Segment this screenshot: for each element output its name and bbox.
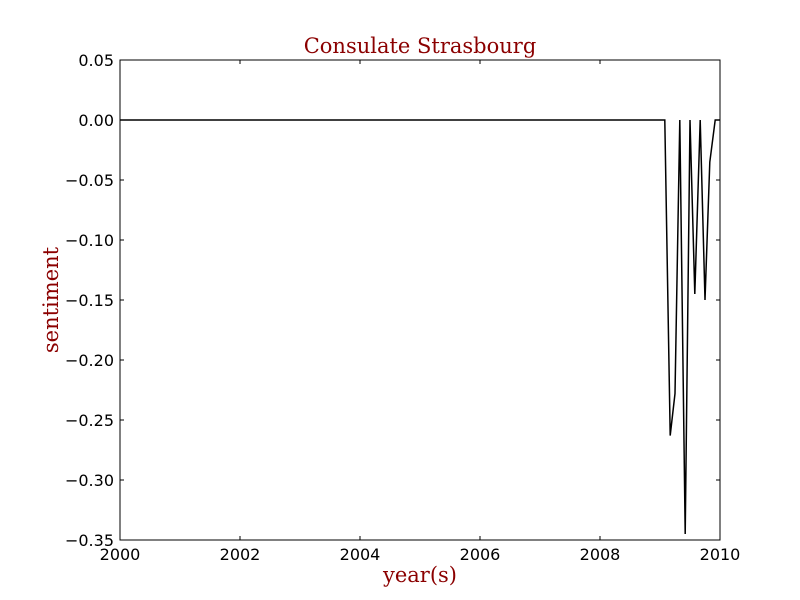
y-axis-label: sentiment <box>39 246 63 353</box>
y-tick-label: −0.35 <box>65 531 114 550</box>
y-tick-label: −0.30 <box>65 471 114 490</box>
x-axis-label: year(s) <box>382 563 457 587</box>
x-tick-label: 2010 <box>700 545 741 564</box>
y-tick-label: −0.25 <box>65 411 114 430</box>
y-tick-label: 0.05 <box>78 51 114 70</box>
x-tick-label: 2004 <box>340 545 381 564</box>
y-tick-label: −0.15 <box>65 291 114 310</box>
y-tick-label: −0.05 <box>65 171 114 190</box>
plot-frame <box>119 59 721 541</box>
x-tick-label: 2006 <box>460 545 501 564</box>
chart-title: Consulate Strasbourg <box>304 34 537 58</box>
series-line <box>120 119 720 535</box>
x-tick-label: 2002 <box>220 545 261 564</box>
y-tick-label: −0.20 <box>65 351 114 370</box>
y-tick-label: −0.10 <box>65 231 114 250</box>
x-tick-label: 2000 <box>100 545 141 564</box>
x-tick-label: 2008 <box>580 545 621 564</box>
y-tick-label: 0.00 <box>78 111 114 130</box>
